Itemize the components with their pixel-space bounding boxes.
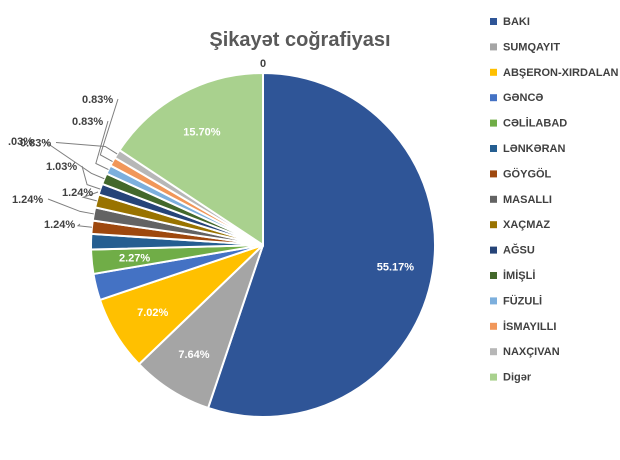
pie-slices xyxy=(90,71,436,418)
legend-label-f-zuli--11: FÜZULİ xyxy=(503,294,542,307)
legend-swatch-ab-eron-xirdalan-2 xyxy=(490,68,497,76)
data-label-zero-15: 0 xyxy=(260,58,266,70)
leader-line-g-yg-l-6 xyxy=(76,223,92,228)
data-label-a-su-9: 1.03% xyxy=(46,161,77,173)
leader-line-masalli-7 xyxy=(47,198,94,215)
leader-line-i-smayilli-12 xyxy=(99,98,119,163)
legend-swatch-baki-0 xyxy=(490,18,497,25)
legend-label-g-nc--3: GƏNCƏ xyxy=(503,92,543,104)
legend: BAKI SUMQAYIT ABŞERON-XIRDALAN GƏNCƏ CƏLİLAB… xyxy=(490,16,619,384)
data-label-i-mi-li--10: .03% xyxy=(8,136,33,148)
legend-swatch-g-nc--3 xyxy=(490,94,497,102)
leader-line-xa-maz-8 xyxy=(81,191,99,202)
legend-label-l-nk-ran-5: LƏNKƏRAN xyxy=(503,143,565,155)
legend-label-c-li-labad-4: CƏLİLABAD xyxy=(503,117,567,130)
legend-swatch-masalli-7 xyxy=(490,195,497,203)
legend-label-g-yg-l-6: GÖYGÖL xyxy=(503,167,552,180)
legend-label-a-su-9: AĞSU xyxy=(503,244,535,257)
data-label-c-li-labad-4: 2.27% xyxy=(119,253,150,265)
legend-swatch-a-su-9 xyxy=(490,246,497,254)
data-label-baki-0: 55.17% xyxy=(377,262,415,274)
data-label-masalli-7: 1.24% xyxy=(12,194,43,206)
leader-line-a-su-9 xyxy=(81,165,101,190)
legend-label-baki-0: BAKI xyxy=(503,16,530,28)
data-label-nax-ivan-13: 0.83% xyxy=(20,137,51,149)
data-label-ab-eron-xirdalan-2: 7.02% xyxy=(137,307,168,319)
legend-swatch-f-zuli--11 xyxy=(490,297,497,305)
leader-line-i-mi-li--10 xyxy=(43,140,105,180)
data-label-i-smayilli-12: 0.83% xyxy=(82,94,113,106)
legend-label-dig-r-14: Digər xyxy=(503,372,532,384)
legend-swatch-i-mi-li--10 xyxy=(490,272,497,279)
legend-label-ab-eron-xirdalan-2: ABŞERON-XIRDALAN xyxy=(503,67,619,79)
slice-dig-r-14 xyxy=(118,71,264,247)
leader-lines xyxy=(43,98,119,228)
legend-swatch-sumqayit-1 xyxy=(490,43,497,51)
legend-swatch-g-yg-l-6 xyxy=(490,170,497,178)
data-label-dig-r-14: 15.70% xyxy=(183,126,221,138)
legend-label-i-smayilli-12: İSMAYILLI xyxy=(503,320,556,333)
legend-swatch-c-li-labad-4 xyxy=(490,119,497,127)
legend-label-masalli-7: MASALLI xyxy=(503,194,552,206)
legend-swatch-i-smayilli-12 xyxy=(490,322,497,330)
legend-label-sumqayit-1: SUMQAYIT xyxy=(503,41,560,53)
data-label-g-yg-l-6: 1.24% xyxy=(44,219,75,231)
data-label-f-zuli--11: 0.83% xyxy=(72,116,103,128)
legend-label-i-mi-li--10: İMİŞLİ xyxy=(503,269,535,282)
legend-swatch-l-nk-ran-5 xyxy=(490,145,497,152)
chart-title: Şikayət coğrafiyası xyxy=(209,29,390,51)
legend-label-nax-ivan-13: NAXÇIVAN xyxy=(503,346,560,358)
slice-baki-0 xyxy=(206,71,436,418)
leader-line-f-zuli--11 xyxy=(95,120,109,171)
leader-line-nax-ivan-13 xyxy=(55,141,118,155)
legend-swatch-xa-maz-8 xyxy=(490,221,497,229)
legend-swatch-dig-r-14 xyxy=(490,373,497,381)
data-label-sumqayit-1: 7.64% xyxy=(178,349,209,361)
data-label-xa-maz-8: 1.24% xyxy=(62,187,93,199)
legend-label-xa-maz-8: XAÇMAZ xyxy=(503,219,550,231)
data-labels: 55.17% 7.64% 7.02% 2.27% 1.24% 1.24% 1.24% 1.03… xyxy=(8,58,414,361)
legend-swatch-nax-ivan-13 xyxy=(490,348,497,356)
